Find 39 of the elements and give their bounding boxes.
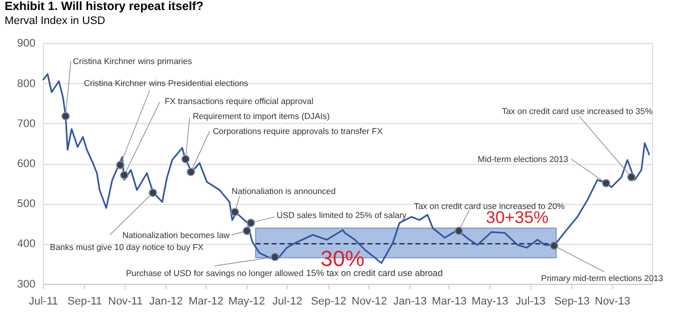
chart-subtitle: Merval Index in USD [4, 15, 106, 28]
annotation: Tax on credit card use increased to 35% [502, 106, 653, 116]
x-tick-label: May-13 [472, 295, 508, 308]
y-tick-label: 700 [17, 118, 36, 130]
x-tick-label: Sep-11 [67, 295, 102, 308]
y-tick-label: 500 [17, 198, 36, 210]
annotation: Corporations require approvals to transfer FX [212, 126, 383, 136]
annotation: Primary mid-term elections 2013 [541, 272, 664, 283]
y-tick-label: 400 [17, 238, 36, 250]
annotation: Nationalization becomes law [122, 230, 231, 240]
y-tick-label: 900 [17, 38, 36, 50]
x-tick-label: Mar-13 [432, 295, 467, 308]
annotation: Purchase of USD for savings no longer allowed [126, 268, 304, 278]
x-tick-label: Mar-12 [188, 295, 224, 308]
x-tick-label: Jan-13 [393, 295, 427, 308]
x-tick-label: Jul-13 [516, 295, 546, 308]
annotation: FX transactions require official approval [164, 96, 314, 106]
x-tick-label: Nov-12 [352, 295, 387, 308]
annotation: Nationaliation is announced [232, 186, 336, 196]
annotation: 15% tax on credit card use abroad [306, 268, 443, 278]
annotation: Mid-term elections 2013 [478, 154, 568, 164]
x-tick-label: Sep-12 [310, 295, 346, 308]
annotation: Banks must give 10 day notice to buy FX [50, 242, 204, 252]
x-tick-label: Nov-11 [108, 295, 143, 308]
chart-title: Exhibit 1. Will history repeat itself? [4, 0, 204, 14]
x-tick-label: Jul-11 [28, 295, 58, 308]
annotation: USD sales limited to 25% of salary [276, 210, 408, 220]
annotation: Tax on credit card use increased to 20% [414, 200, 566, 211]
x-tick-label: Nov-13 [594, 295, 630, 308]
annotation: Cristina Kirchner wins primaries [72, 56, 192, 66]
x-tick-label: Jan-12 [149, 295, 183, 308]
y-tick-label: 800 [17, 78, 36, 90]
annotation: Cristina Kirchner wins Presidential elections [84, 78, 248, 88]
x-tick-label: Jul-12 [272, 295, 302, 308]
x-tick-label: Sep-13 [554, 295, 590, 308]
x-tick-label: May-12 [228, 295, 265, 308]
y-tick-label: 600 [17, 158, 36, 170]
y-tick-label: 300 [17, 278, 36, 290]
annotation: Requirement to import items (DJAIs) [192, 111, 330, 122]
